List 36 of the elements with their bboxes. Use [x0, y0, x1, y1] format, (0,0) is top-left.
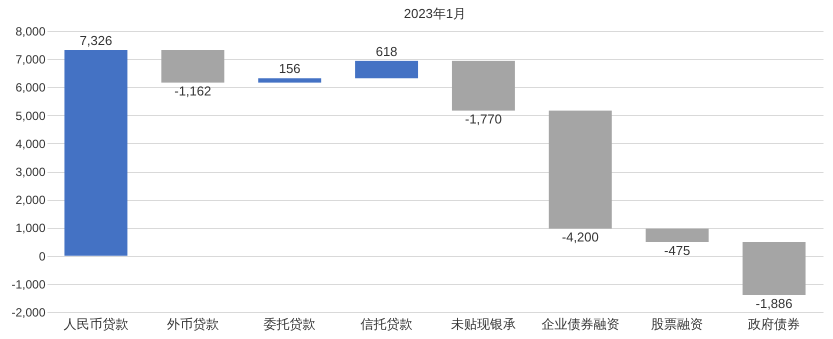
bar [64, 50, 128, 256]
y-tick-label: 5,000 [15, 108, 46, 123]
x-tick-label: 外币贷款 [166, 316, 219, 332]
y-tick-label: 0 [38, 249, 46, 264]
x-tick-label: 政府债券 [748, 316, 800, 332]
y-tick-label: -2,000 [11, 306, 46, 320]
y-tick-label: 2,000 [15, 193, 46, 208]
y-tick-label: 8,000 [15, 24, 46, 38]
data-label: -475 [664, 242, 690, 258]
y-tick-label: 1,000 [15, 221, 46, 236]
y-tick-label: 7,000 [15, 52, 46, 67]
data-label: -1,886 [756, 296, 793, 311]
bar [355, 60, 418, 78]
bar [452, 60, 515, 111]
data-label: -4,200 [562, 230, 599, 245]
chart-title: 2023年1月 [404, 6, 466, 21]
y-tick-label: -1,000 [11, 277, 46, 292]
x-tick-label: 人民币贷款 [63, 316, 128, 332]
data-label: 7,326 [80, 32, 112, 48]
y-tick-label: 4,000 [15, 136, 46, 151]
bar [548, 110, 612, 229]
x-tick-label: 未贴现银承 [450, 316, 516, 332]
y-tick-label: 3,000 [15, 165, 46, 179]
x-tick-label: 股票融资 [651, 316, 704, 332]
bar [161, 50, 224, 83]
bar [742, 242, 806, 295]
x-tick-label: 企业债券融资 [541, 316, 620, 332]
x-tick-label: 委托贷款 [264, 316, 316, 332]
y-tick-label: 6,000 [15, 80, 46, 95]
data-label: 618 [376, 44, 398, 59]
data-label: -1,162 [174, 84, 212, 99]
data-label: -1,770 [465, 112, 502, 127]
bar [258, 78, 322, 83]
bar [646, 228, 709, 242]
x-tick-label: 信托贷款 [360, 316, 413, 332]
data-label: 156 [278, 61, 301, 76]
